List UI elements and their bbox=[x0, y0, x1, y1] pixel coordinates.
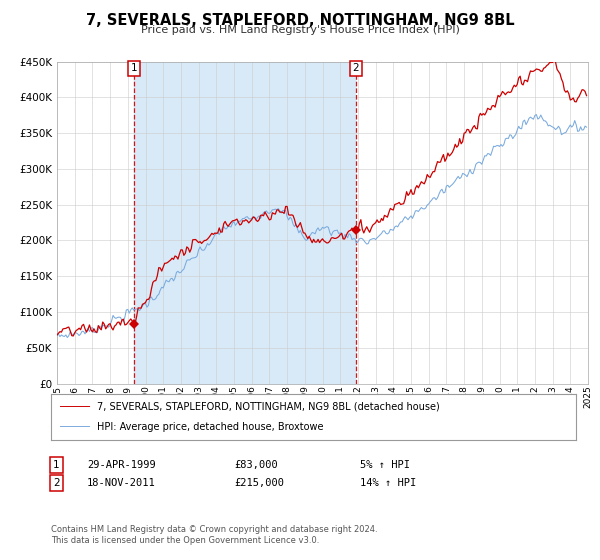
Text: HPI: Average price, detached house, Broxtowe: HPI: Average price, detached house, Brox… bbox=[97, 422, 324, 432]
Text: £83,000: £83,000 bbox=[234, 460, 278, 470]
Text: ————: ———— bbox=[60, 420, 90, 433]
Text: Contains HM Land Registry data © Crown copyright and database right 2024.
This d: Contains HM Land Registry data © Crown c… bbox=[51, 525, 377, 545]
Text: 1: 1 bbox=[53, 460, 59, 470]
Text: Price paid vs. HM Land Registry's House Price Index (HPI): Price paid vs. HM Land Registry's House … bbox=[140, 25, 460, 35]
Text: 1: 1 bbox=[130, 63, 137, 73]
Text: 2: 2 bbox=[352, 63, 359, 73]
Text: £215,000: £215,000 bbox=[234, 478, 284, 488]
Text: 18-NOV-2011: 18-NOV-2011 bbox=[87, 478, 156, 488]
Text: 29-APR-1999: 29-APR-1999 bbox=[87, 460, 156, 470]
Text: ————: ———— bbox=[60, 400, 90, 413]
Text: 7, SEVERALS, STAPLEFORD, NOTTINGHAM, NG9 8BL (detached house): 7, SEVERALS, STAPLEFORD, NOTTINGHAM, NG9… bbox=[97, 402, 440, 412]
Text: 7, SEVERALS, STAPLEFORD, NOTTINGHAM, NG9 8BL: 7, SEVERALS, STAPLEFORD, NOTTINGHAM, NG9… bbox=[86, 13, 514, 28]
Text: 14% ↑ HPI: 14% ↑ HPI bbox=[360, 478, 416, 488]
Text: 5% ↑ HPI: 5% ↑ HPI bbox=[360, 460, 410, 470]
Text: 2: 2 bbox=[53, 478, 59, 488]
